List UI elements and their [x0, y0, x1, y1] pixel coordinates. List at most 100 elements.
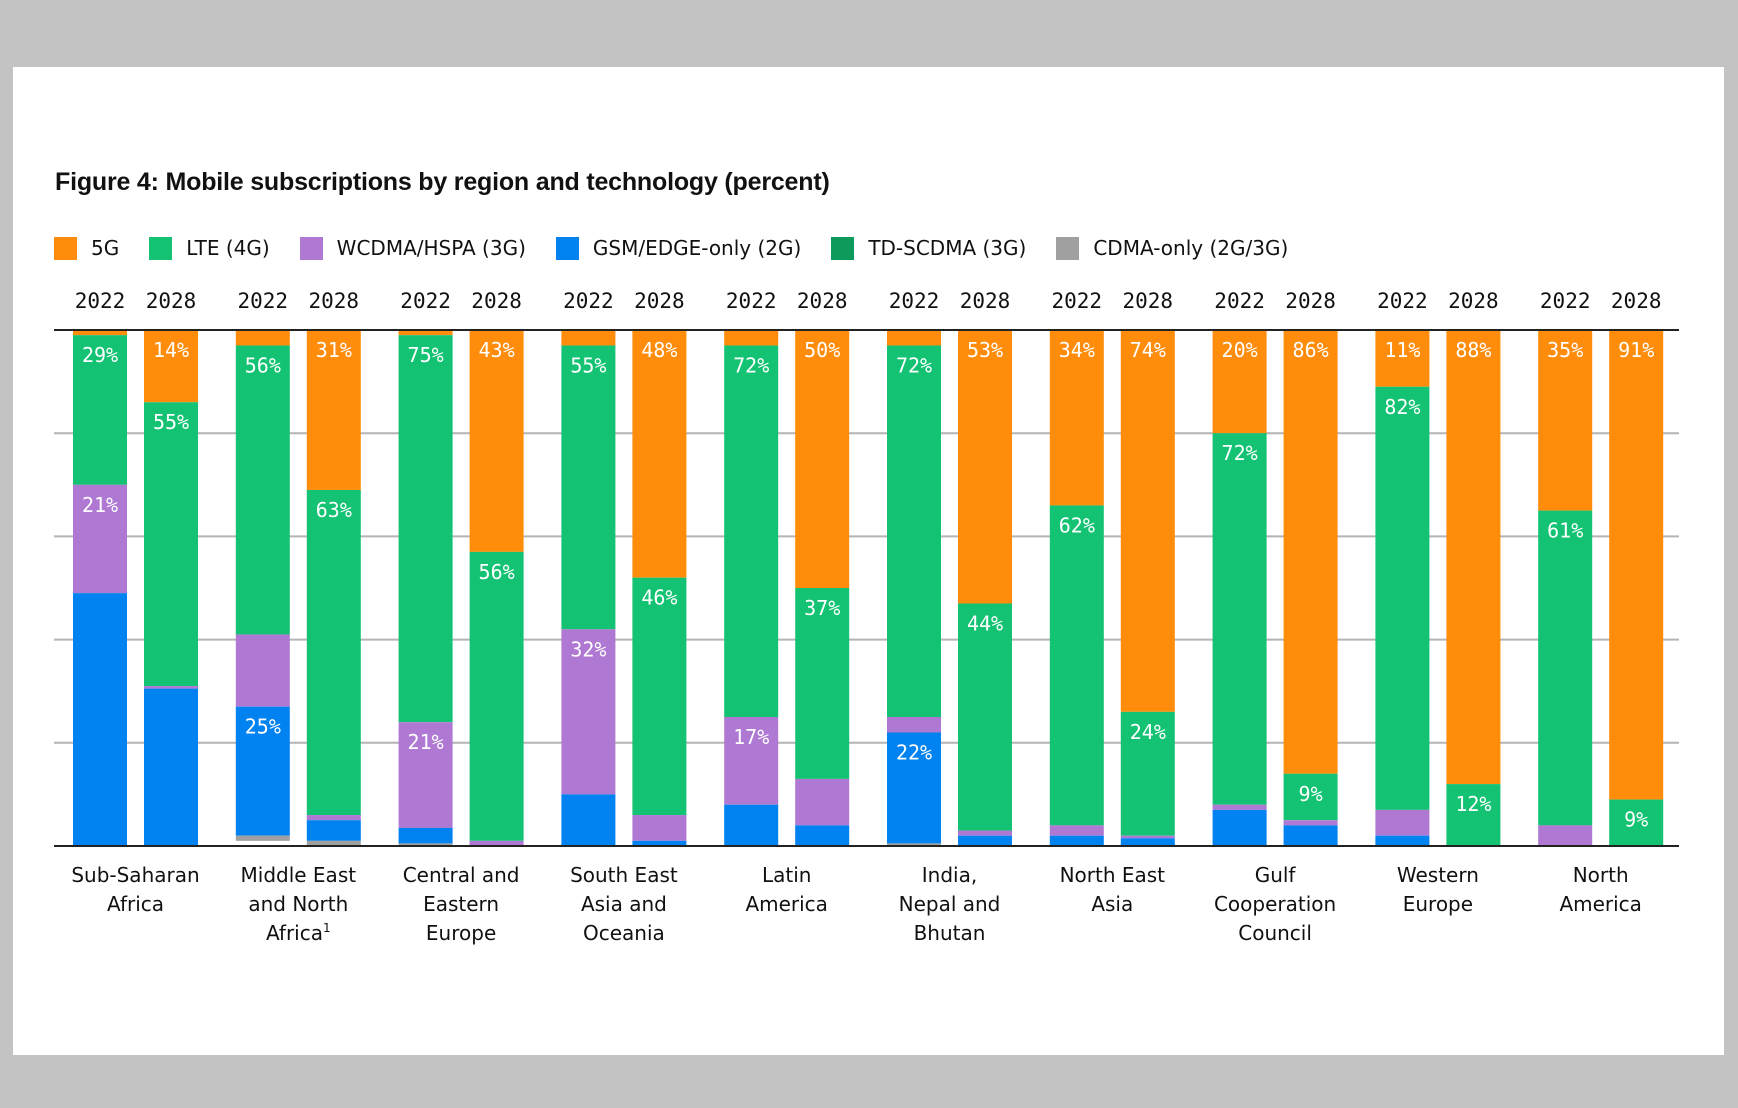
category-label: America: [745, 892, 828, 916]
bar-segment-lte: [306, 489, 361, 816]
year-label: 2022: [889, 289, 940, 313]
data-label-lte: 75%: [408, 343, 444, 367]
category-label: Gulf: [1255, 863, 1297, 887]
data-label-5g: 11%: [1384, 338, 1420, 362]
bar-segment-gsm: [73, 593, 127, 846]
bar-segment-gsm: [1212, 809, 1267, 846]
year-label: 2022: [400, 289, 451, 313]
bar-segment-5g: [958, 330, 1012, 604]
category-label: Central and: [403, 863, 520, 887]
bar-segment-5g: [469, 330, 524, 552]
data-label-lte: 29%: [82, 343, 118, 367]
data-label-lte: 46%: [641, 586, 677, 610]
legend-label-gsm: GSM/EDGE-only (2G): [592, 236, 802, 260]
legend-label-wcdma: WCDMA/HSPA (3G): [336, 236, 526, 260]
bar-segment-5g: [1446, 330, 1501, 785]
bar-segment-gsm: [1283, 825, 1338, 846]
chart-title: Figure 4: Mobile subscriptions by region…: [55, 168, 830, 196]
category-label: Eastern: [423, 892, 499, 916]
category-label: North: [1573, 863, 1629, 887]
bar-segment-lte: [1375, 386, 1430, 810]
category-label: Asia and: [581, 892, 667, 916]
legend-label-cdma: CDMA-only (2G/3G): [1093, 236, 1289, 260]
data-label-5g: 35%: [1547, 338, 1583, 362]
bar-segment-wcdma: [144, 686, 198, 689]
data-label-5g: 34%: [1059, 338, 1095, 362]
data-label-5g: 31%: [316, 338, 352, 362]
bar-segment-gsm: [887, 732, 941, 844]
year-label: 2028: [471, 289, 522, 313]
bar-segment-lte: [561, 345, 616, 630]
data-label-lte: 61%: [1547, 519, 1583, 543]
data-label-5g: 88%: [1455, 338, 1491, 362]
bar-segment-5g: [398, 330, 453, 336]
legend-item-wcdma: WCDMA/HSPA (3G): [299, 236, 526, 260]
legend-swatch-5g: [54, 236, 77, 260]
legend-item-cdma: CDMA-only (2G/3G): [1056, 236, 1288, 260]
bar-segment-5g: [1375, 330, 1430, 387]
bar-segment-lte: [73, 335, 127, 485]
bar-segment-5g: [1538, 330, 1593, 511]
chart-legend: 5G LTE (4G) WCDMA/HSPA (3G) GSM/EDGE-onl…: [54, 236, 1318, 260]
bar-segment-wcdma: [1375, 809, 1430, 836]
bar-segment-lte: [795, 588, 850, 779]
bar-segment-gsm: [1375, 835, 1430, 846]
data-label-5g: 20%: [1222, 338, 1258, 362]
category-label: Council: [1238, 921, 1312, 945]
year-label: 2028: [797, 289, 848, 313]
data-label-lte: 55%: [153, 410, 189, 434]
bar-segment-lte: [1538, 510, 1593, 826]
bar-segment-5g: [1120, 330, 1175, 712]
bar-segment-lte: [958, 603, 1012, 831]
data-label-lte: 62%: [1059, 513, 1095, 537]
data-label-gsm: 25%: [245, 715, 281, 739]
bar-segment-5g: [724, 330, 779, 346]
category-label: South East: [570, 863, 678, 887]
data-label-lte: 72%: [733, 353, 769, 377]
year-label: 2022: [1052, 289, 1103, 313]
legend-label-5g: 5G: [91, 236, 120, 260]
year-label: 2022: [1377, 289, 1428, 313]
data-label-5g: 86%: [1293, 338, 1329, 362]
bar-segment-wcdma: [795, 778, 850, 826]
bar-segment-lte: [1446, 784, 1501, 846]
category-label: Cooperation: [1214, 892, 1336, 916]
legend-swatch-lte: [149, 236, 173, 260]
category-label: and North: [248, 892, 348, 916]
legend-swatch-cdma: [1056, 236, 1080, 260]
legend-swatch-gsm: [555, 236, 579, 260]
year-label: 2028: [634, 289, 685, 313]
bar-segment-wcdma: [306, 815, 361, 821]
legend-label-lte: LTE (4G): [186, 236, 270, 260]
data-label-lte: 24%: [1130, 720, 1166, 744]
category-label: Africa1: [266, 921, 331, 945]
category-label: Asia: [1091, 892, 1133, 916]
category-label: Europe: [1403, 892, 1473, 916]
category-label: North East: [1060, 863, 1166, 887]
year-label: 2028: [146, 289, 197, 313]
data-label-wcdma: 21%: [408, 730, 444, 754]
bar-segment-5g: [795, 330, 850, 588]
bar-segment-gsm: [144, 688, 198, 846]
bar-segment-wcdma: [724, 717, 779, 805]
category-label: Latin: [762, 863, 811, 887]
bar-segment-wcdma: [469, 840, 524, 846]
figure-panel: [13, 67, 1724, 1055]
category-label: Sub-Saharan: [71, 863, 199, 887]
bar-segment-lte: [235, 345, 290, 635]
bar-segment-cdma: [398, 843, 453, 846]
year-label: 2028: [1448, 289, 1499, 313]
bar-segment-wcdma: [73, 484, 127, 594]
data-label-5g: 50%: [804, 338, 840, 362]
bar-segment-5g: [1283, 330, 1338, 774]
data-label-lte: 82%: [1384, 395, 1420, 419]
bar-segment-cdma: [235, 835, 290, 841]
footnote-marker: 1: [323, 921, 331, 935]
bar-segment-5g: [632, 330, 687, 578]
data-label-5g: 43%: [479, 338, 515, 362]
legend-item-lte: LTE (4G): [149, 236, 270, 260]
bar-segment-5g: [1049, 330, 1104, 506]
data-label-lte: 72%: [896, 353, 932, 377]
bar-segment-wcdma: [958, 830, 1012, 836]
